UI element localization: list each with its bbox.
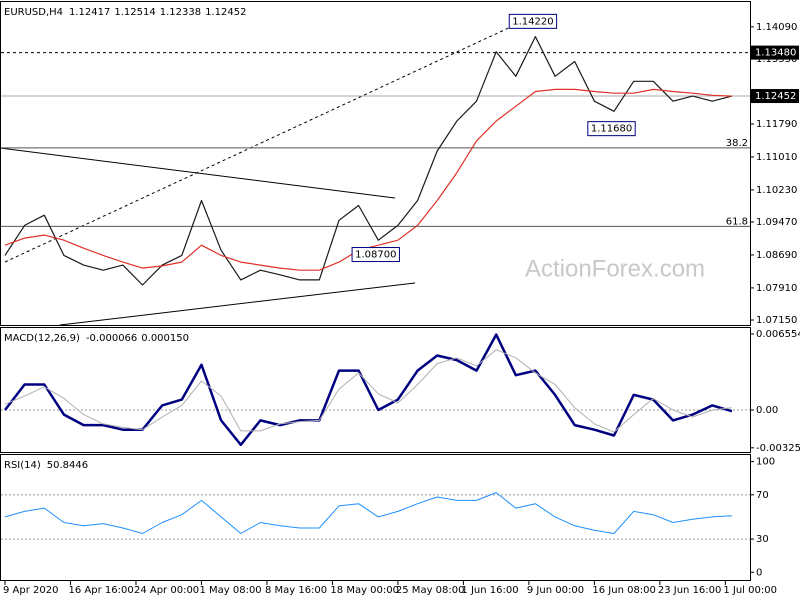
annotation-label: 1.08700 (355, 250, 396, 261)
indicator-value: 50.8446 (47, 460, 88, 471)
annotation-label: 1.14220 (512, 16, 553, 27)
y-tick-label: 1.07150 (756, 315, 797, 326)
indicator-value: 0.000150 (141, 333, 189, 344)
annotation-box (508, 13, 558, 29)
x-tick-label: 1 May 08:00 (199, 585, 261, 596)
rsi-frame (0, 454, 751, 581)
panel-title: RSI(14) (4, 460, 41, 471)
series-line (4, 36, 733, 286)
x-tick-label: 23 Jun 16:00 (658, 585, 722, 596)
watermark: ActionForex.com (525, 255, 705, 282)
y-tick-label: 1.11790 (756, 119, 797, 130)
y-tick-label: 1.14090 (756, 22, 797, 33)
x-tick-label: 9 Jun 00:00 (527, 585, 584, 596)
price-level-label: 1.13480 (755, 48, 796, 59)
trendline (4, 17, 531, 263)
macd-frame (0, 327, 751, 453)
indicator-value: -0.000066 (86, 333, 137, 344)
panel-frames (0, 1, 751, 581)
y-tick-label: 0 (756, 567, 762, 578)
x-tick-label: 16 Jun 08:00 (592, 585, 656, 596)
y-tick-label: 1.09470 (756, 217, 797, 228)
fib-label: 61.8 (726, 216, 748, 227)
y-tick-label: 1.08690 (756, 250, 797, 261)
y-tick-label: 100 (756, 457, 775, 468)
annotation: 1.14220 (508, 13, 558, 29)
panel-title: MACD(12,26,9) (4, 333, 80, 344)
price-level-box (751, 89, 799, 104)
y-tick-label: 1.07910 (756, 283, 797, 294)
y-tick-label: 0.006554 (756, 329, 800, 340)
annotation-label: 1.11680 (591, 124, 632, 135)
x-tick-label: 18 May 00:00 (330, 585, 399, 596)
annotation: 1.11680 (587, 121, 636, 137)
fib-label: 38.2 (726, 138, 748, 149)
annotation: 1.08700 (351, 247, 400, 263)
series-line (4, 349, 732, 433)
price-level-box (751, 45, 799, 60)
indicator-value: 1.12514 (114, 7, 155, 18)
price-level-label: 1.12452 (755, 91, 796, 102)
x-tick-label: 9 Apr 2020 (3, 585, 58, 596)
x-tick-label: 1 Jul 00:00 (723, 585, 777, 596)
annotation-box (351, 247, 400, 263)
x-tick-label: 16 Apr 16:00 (68, 585, 133, 596)
main-frame (0, 1, 751, 326)
x-tick-label: 25 May 08:00 (396, 585, 465, 596)
trendline (59, 282, 416, 326)
y-tick-label: -0.003259 (756, 443, 800, 454)
y-tick-label: 30 (756, 534, 769, 545)
indicator-value: 1.12417 (69, 7, 110, 18)
x-tick-label: 24 Apr 00:00 (134, 585, 199, 596)
annotation-box (587, 121, 636, 137)
series-line (4, 492, 732, 534)
x-tick-label: 8 May 16:00 (265, 585, 327, 596)
y-tick-label: 1.10230 (756, 185, 797, 196)
panel-title: EURUSD,H4 (4, 7, 63, 18)
indicator-value: 1.12338 (160, 7, 201, 18)
y-tick-label: 0.00 (756, 405, 778, 416)
y-tick-label: 1.11010 (756, 152, 797, 163)
indicator-value: 1.12452 (205, 7, 246, 18)
y-tick-label: 70 (756, 490, 769, 501)
series-line (4, 333, 733, 447)
trendlines (0, 17, 531, 326)
x-tick-label: 1 Jun 16:00 (461, 585, 518, 596)
